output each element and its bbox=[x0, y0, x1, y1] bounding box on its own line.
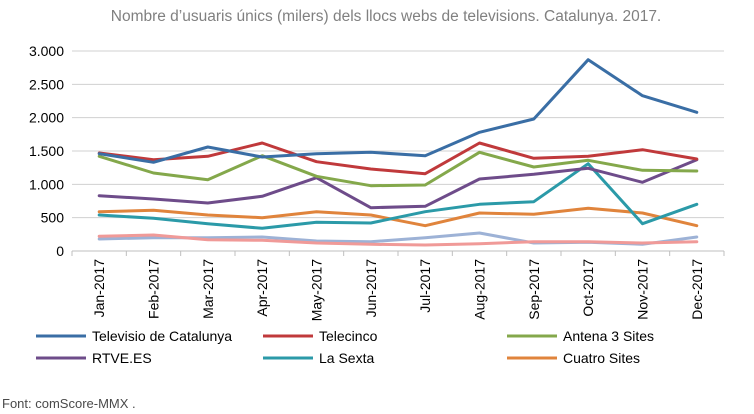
x-tick-label: Dec-2017 bbox=[689, 259, 705, 320]
legend-label: La Sexta bbox=[319, 350, 374, 366]
series-line bbox=[97, 233, 699, 247]
y-tick-label: 2.000 bbox=[29, 110, 64, 126]
x-tick-label: Aug-2017 bbox=[472, 259, 488, 320]
x-tick-label: Oct-2017 bbox=[580, 259, 596, 317]
x-tick-label: Nov-2017 bbox=[635, 259, 651, 320]
x-tick-label: Mar-2017 bbox=[200, 259, 216, 319]
x-tick-label: Jan-2017 bbox=[91, 259, 107, 318]
x-axis: Jan-2017 Feb-2017 Mar-2017 Apr-2017 May-2017… bbox=[71, 250, 725, 321]
y-tick-label: 2.500 bbox=[29, 76, 64, 92]
x-tick-label: May-2017 bbox=[309, 259, 325, 321]
series-line bbox=[97, 150, 699, 188]
series-lines bbox=[97, 58, 699, 247]
series-line bbox=[97, 58, 699, 164]
series-line bbox=[97, 162, 699, 230]
chart-title: Nombre d’usuaris únics (milers) dels llo… bbox=[111, 8, 662, 25]
y-tick-label: 0 bbox=[56, 243, 64, 259]
x-tick-label: Apr-2017 bbox=[254, 259, 270, 317]
legend: Televisio de Catalunya Telecinco Antena 3 … bbox=[36, 328, 654, 366]
y-tick-label: 500 bbox=[41, 210, 65, 226]
series-line bbox=[97, 158, 699, 210]
source-note: Font: comScore-MMX . bbox=[2, 396, 136, 411]
legend-label: Telecinco bbox=[319, 328, 378, 344]
x-tick-label: Jun-2017 bbox=[363, 259, 379, 318]
y-axis: 0 500 1.000 1.500 2.000 2.500 3.000 bbox=[29, 43, 64, 259]
x-tick-label: Jul-2017 bbox=[417, 259, 433, 313]
legend-label: Cuatro Sites bbox=[563, 350, 640, 366]
y-tick-label: 1.500 bbox=[29, 143, 64, 159]
y-tick-label: 3.000 bbox=[29, 43, 64, 59]
legend-label: Televisio de Catalunya bbox=[92, 328, 232, 344]
series-line bbox=[97, 141, 699, 176]
x-tick-label: Sep-2017 bbox=[526, 259, 542, 320]
legend-label: Antena 3 Sites bbox=[563, 328, 654, 344]
series-line bbox=[97, 206, 699, 228]
x-tick-label: Feb-2017 bbox=[146, 259, 162, 319]
legend-label: RTVE.ES bbox=[92, 350, 152, 366]
y-tick-label: 1.000 bbox=[29, 176, 64, 192]
